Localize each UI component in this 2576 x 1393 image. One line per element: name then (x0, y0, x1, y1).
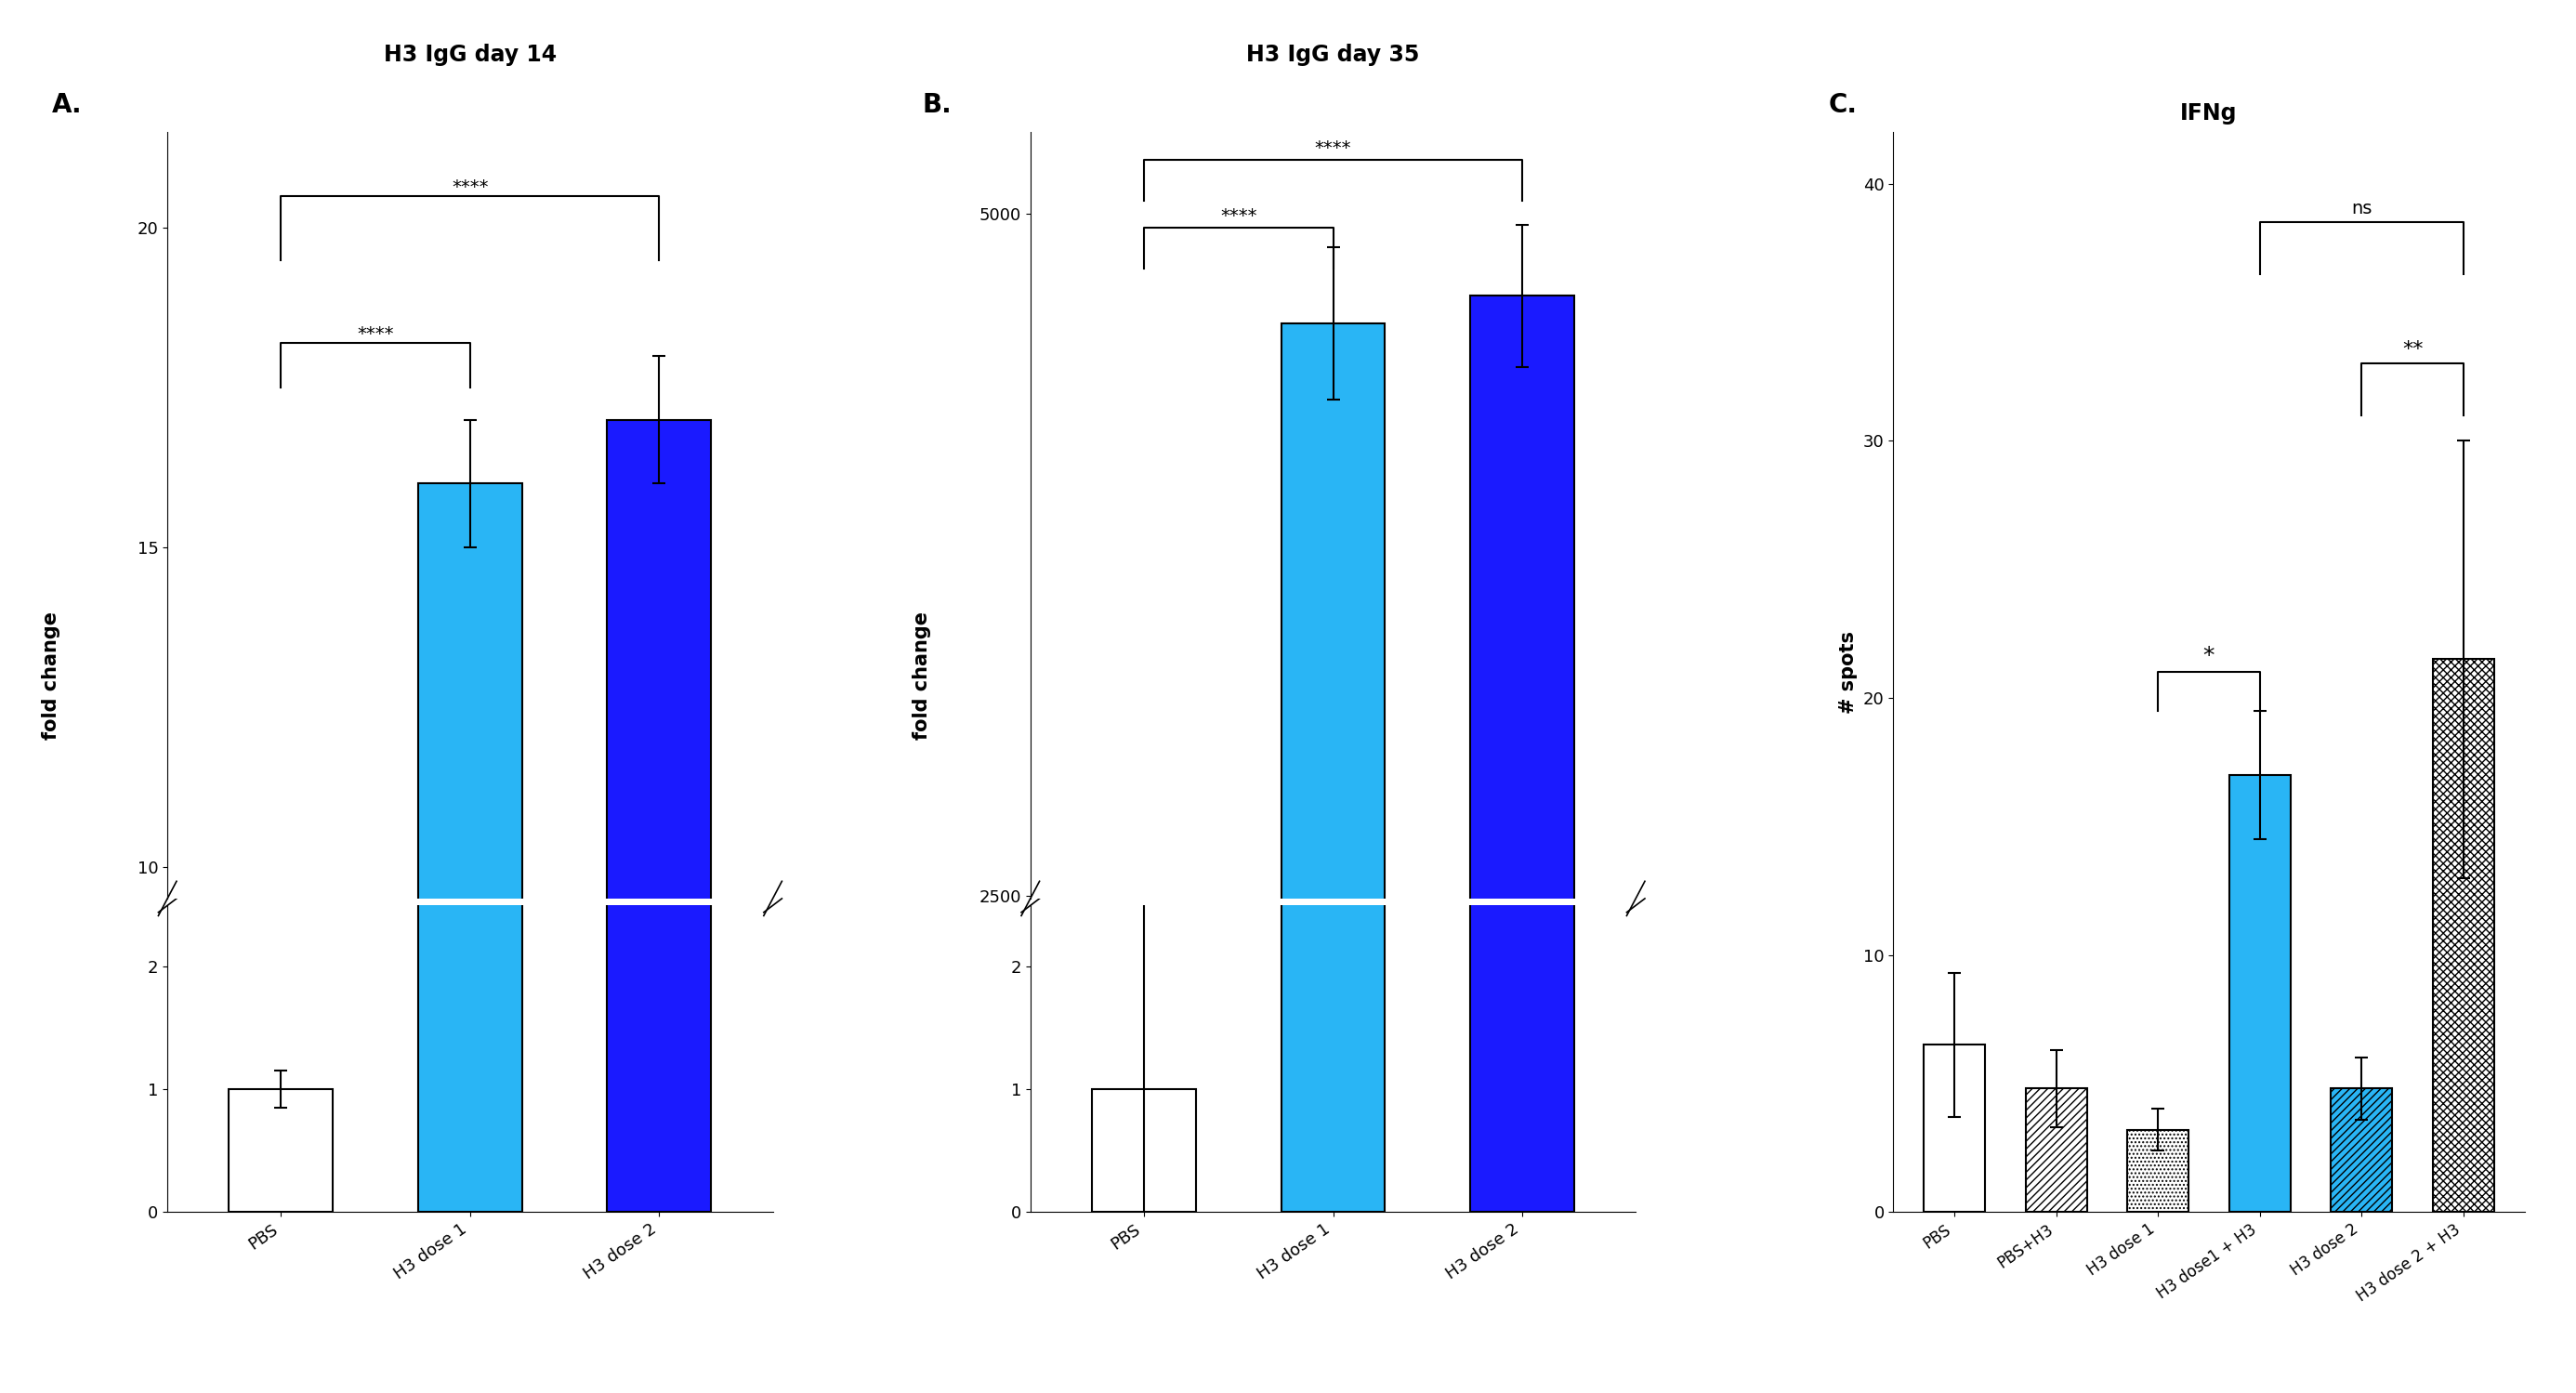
Bar (1280, 323, 1386, 1393)
Bar (2128, 1130, 2190, 1212)
Bar (1924, 1045, 1986, 1212)
Text: A.: A. (52, 92, 82, 118)
Bar (1280, 0, 1386, 1212)
Bar (608, 0, 711, 1212)
Bar (2025, 1088, 2087, 1212)
Bar (2228, 775, 2290, 1212)
Text: B.: B. (922, 92, 951, 118)
Title: H3 IgG day 35: H3 IgG day 35 (1247, 43, 1419, 65)
Bar (1092, 1089, 1195, 1212)
Text: ****: **** (1221, 208, 1257, 226)
Bar (608, 419, 711, 1393)
Text: ****: **** (451, 178, 489, 196)
Bar (1471, 0, 1574, 1212)
Text: *: * (2202, 645, 2215, 667)
Bar (417, 0, 523, 1212)
Text: C.: C. (1829, 92, 1857, 118)
Bar (1471, 295, 1574, 1393)
Text: fold change: fold change (41, 612, 62, 740)
Y-axis label: # spots: # spots (1839, 631, 1857, 713)
Text: ****: **** (358, 326, 394, 343)
Bar (229, 1089, 332, 1212)
Bar (2432, 659, 2494, 1212)
Bar (2331, 1088, 2393, 1212)
Text: ns: ns (2352, 199, 2372, 217)
Bar (417, 483, 523, 1393)
Text: ****: **** (1314, 139, 1352, 157)
Text: fold change: fold change (912, 612, 933, 740)
Text: **: ** (2401, 340, 2424, 358)
Title: H3 IgG day 14: H3 IgG day 14 (384, 43, 556, 65)
Title: IFNg: IFNg (2179, 102, 2239, 124)
